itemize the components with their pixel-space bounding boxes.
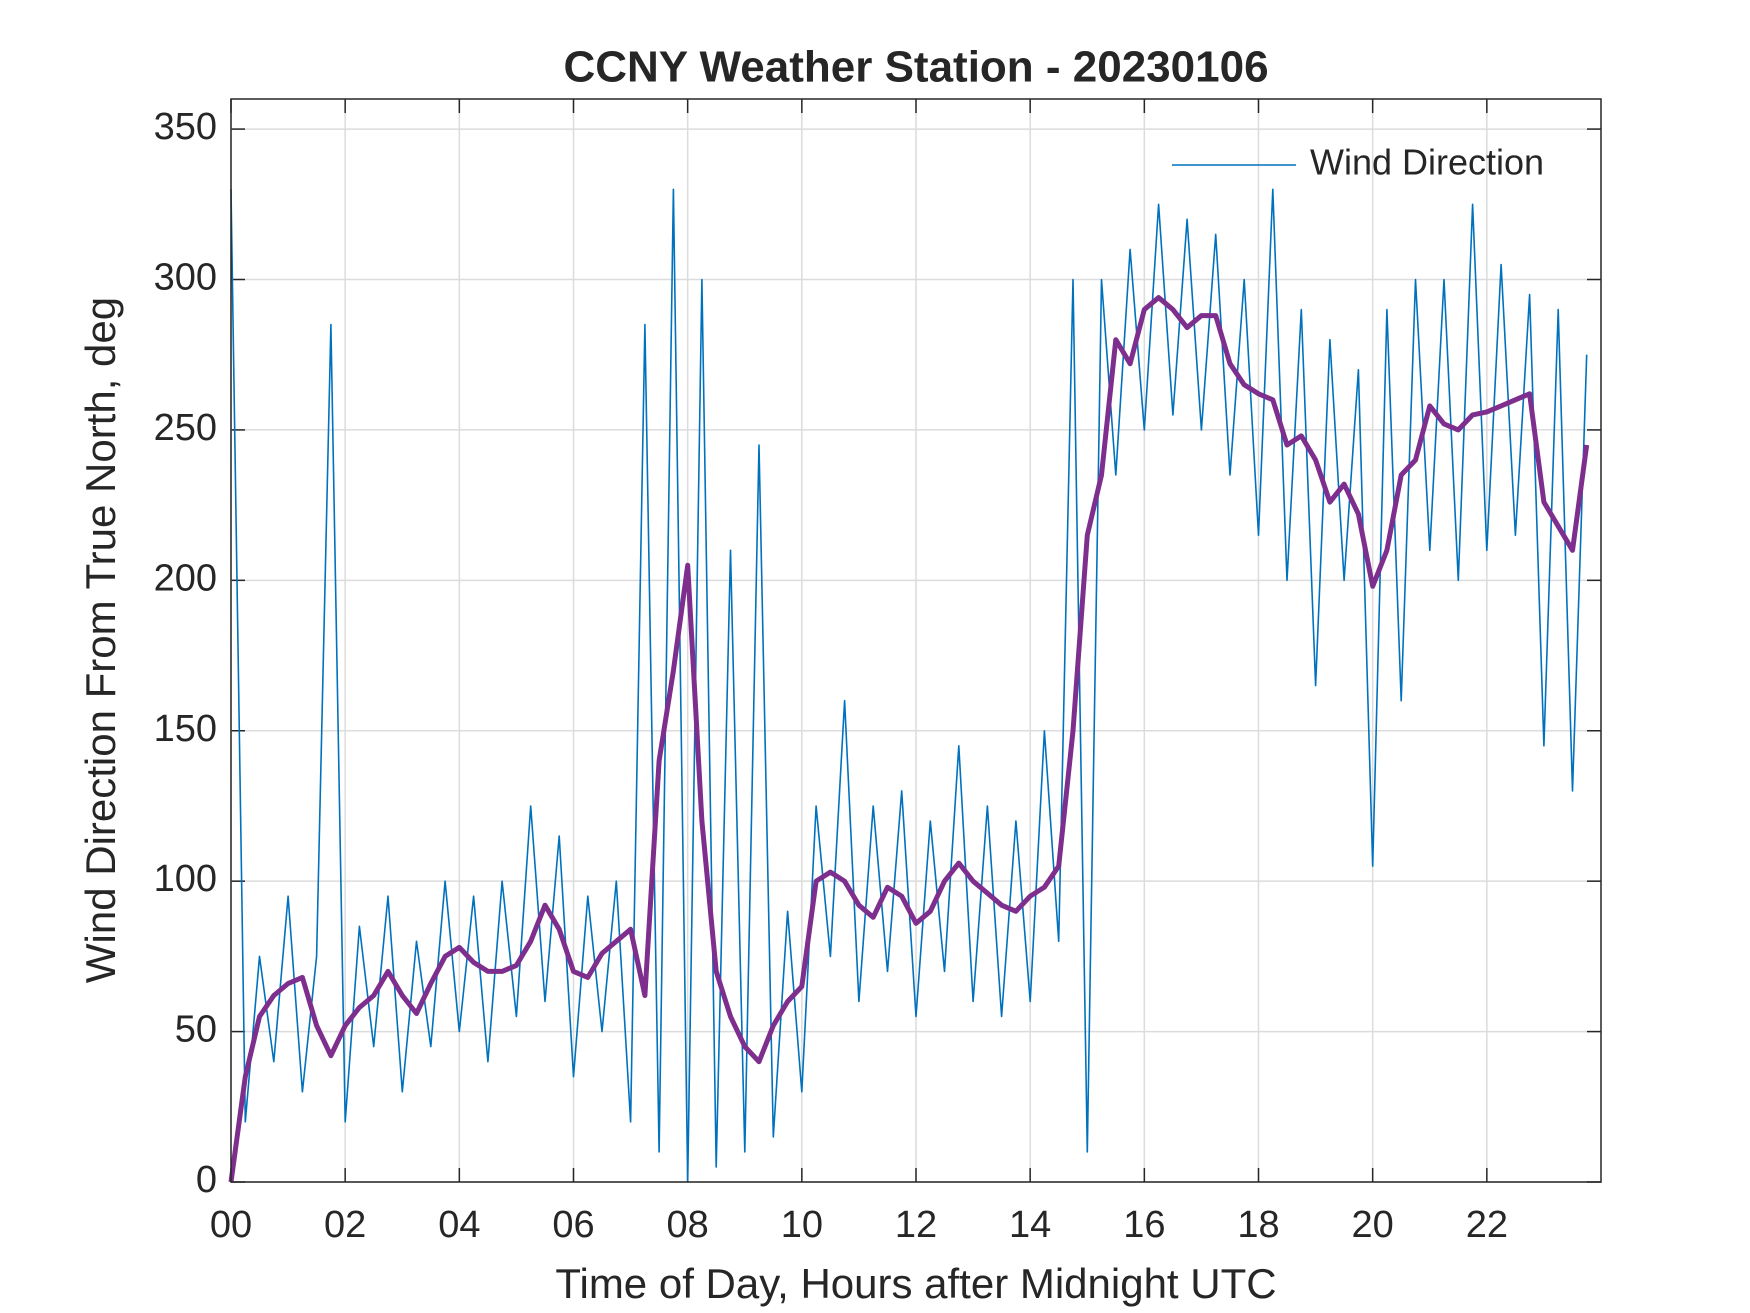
y-tick-label: 300 bbox=[154, 257, 217, 299]
x-tick-label: 06 bbox=[552, 1204, 594, 1246]
x-tick-label: 20 bbox=[1352, 1204, 1394, 1246]
x-tick-label: 14 bbox=[1009, 1204, 1051, 1246]
x-tick-label: 00 bbox=[210, 1204, 252, 1246]
y-tick-label: 0 bbox=[196, 1159, 217, 1201]
y-axis-label: Wind Direction From True North, deg bbox=[77, 297, 124, 983]
x-axis-label: Time of Day, Hours after Midnight UTC bbox=[555, 1260, 1276, 1307]
x-tick-label: 10 bbox=[781, 1204, 823, 1246]
x-tick-label: 22 bbox=[1466, 1204, 1508, 1246]
y-tick-label: 250 bbox=[154, 407, 217, 449]
smoothed-line bbox=[228, 295, 1590, 1183]
x-tick-label: 08 bbox=[667, 1204, 709, 1246]
x-tick-label: 16 bbox=[1123, 1204, 1165, 1246]
y-tick-label: 350 bbox=[154, 106, 217, 148]
plot-frame bbox=[230, 98, 1602, 1183]
chart-title: CCNY Weather Station - 20230106 bbox=[563, 43, 1268, 92]
legend-label: Wind Direction bbox=[1310, 142, 1544, 183]
x-tick-label: 02 bbox=[324, 1204, 366, 1246]
x-tick-label: 12 bbox=[895, 1204, 937, 1246]
y-tick-label: 150 bbox=[154, 708, 217, 750]
wind-line bbox=[230, 188, 1588, 1183]
y-tick-label: 200 bbox=[154, 557, 217, 599]
y-tick-label: 100 bbox=[154, 858, 217, 900]
x-tick-label: 04 bbox=[438, 1204, 480, 1246]
x-tick-label: 18 bbox=[1237, 1204, 1279, 1246]
y-tick-label: 50 bbox=[175, 1009, 217, 1051]
